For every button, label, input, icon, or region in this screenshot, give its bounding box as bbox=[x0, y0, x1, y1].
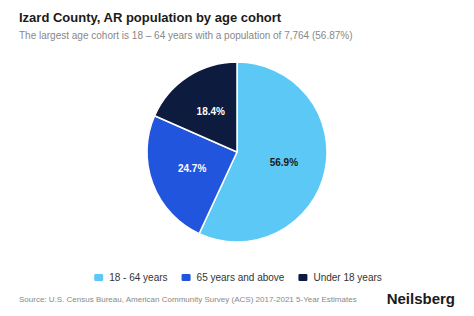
svg-text:Source: U.S. Census Bureau, Am: Source: U.S. Census Bureau, American Com… bbox=[19, 295, 357, 304]
svg-text:18 - 64 years: 18 - 64 years bbox=[109, 272, 167, 283]
svg-text:65 years and above: 65 years and above bbox=[197, 272, 285, 283]
svg-text:18.4%: 18.4% bbox=[197, 106, 225, 117]
svg-text:Izard County, AR population by: Izard County, AR population by age cohor… bbox=[19, 10, 282, 25]
svg-text:24.7%: 24.7% bbox=[178, 163, 206, 174]
svg-text:Neilsberg: Neilsberg bbox=[387, 290, 455, 307]
svg-text:56.9%: 56.9% bbox=[270, 157, 298, 168]
svg-text:Under 18 years: Under 18 years bbox=[313, 272, 381, 283]
svg-text:The largest age cohort is 18 –: The largest age cohort is 18 – 64 years … bbox=[19, 30, 353, 41]
